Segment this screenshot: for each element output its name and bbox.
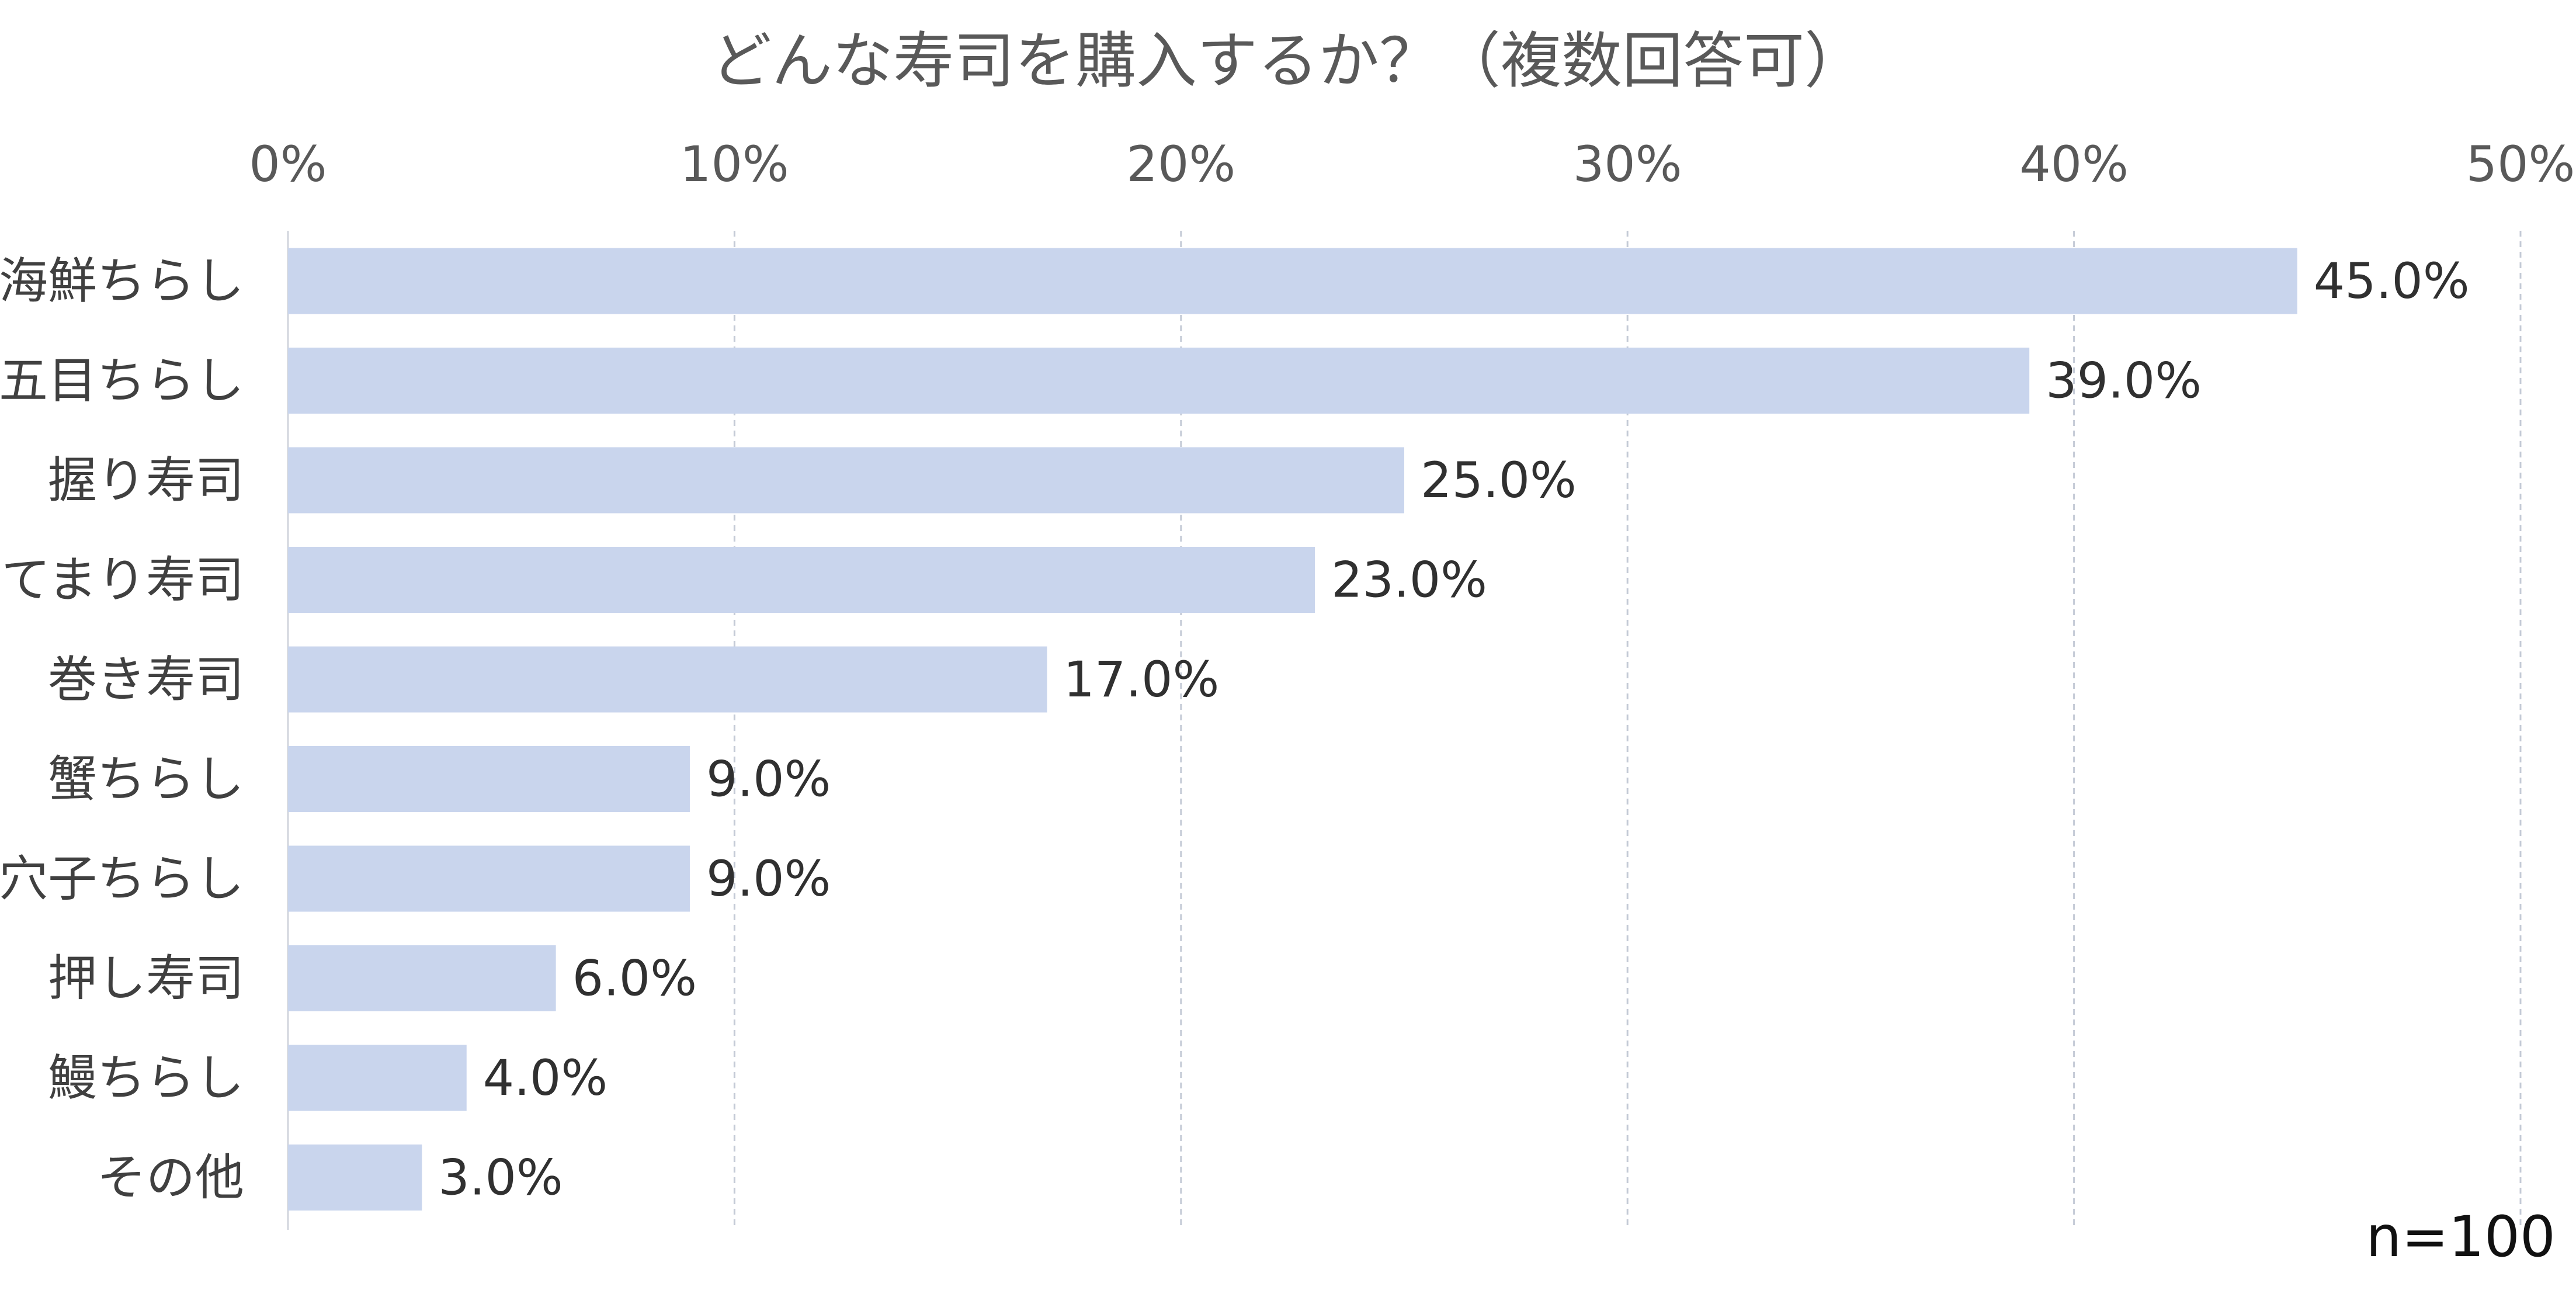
sample-size-note: n=100 [2366,1204,2556,1270]
data-label: 17.0% [1063,651,1219,708]
bar [288,646,1047,713]
data-label: 4.0% [483,1049,607,1107]
category-label: 巻き寿司 [48,651,244,708]
x-tick-label: 50% [2466,136,2575,193]
x-tick-label: 0% [249,136,327,193]
chart-title: どんな寿司を購入するか？（複数回答可） [711,25,1865,96]
data-label: 39.0% [2046,352,2202,410]
data-label: 45.0% [2314,252,2470,310]
category-label: てまり寿司 [1,552,244,609]
category-label: 押し寿司 [48,950,244,1007]
category-label: 蟹ちらし [48,751,244,808]
x-tick-label: 20% [1126,136,1235,193]
category-label: 握り寿司 [48,452,244,509]
category-labels: 海鮮ちらし五目ちらし握り寿司てまり寿司巻き寿司蟹ちらし穴子ちらし押し寿司鰻ちらし… [0,252,244,1206]
category-label: 海鮮ちらし [0,252,244,310]
data-label: 23.0% [1331,552,1487,609]
data-label: 25.0% [1421,452,1577,509]
value-labels: 45.0%39.0%25.0%23.0%17.0%9.0%9.0%6.0%4.0… [438,252,2469,1206]
x-tick-label: 40% [2019,136,2129,193]
bar [288,348,2030,414]
bar [288,945,556,1011]
bar [288,547,1315,613]
data-label: 3.0% [438,1149,563,1206]
bar-layer [288,248,2297,1211]
category-label: 穴子ちらし [0,850,244,907]
x-tick-label: 30% [1573,136,1682,193]
data-label: 6.0% [572,950,697,1007]
category-label: 鰻ちらし [48,1049,244,1107]
bar [288,1145,422,1211]
bar [288,447,1404,514]
bar [288,845,690,912]
category-label: 五目ちらし [0,352,244,410]
bar [288,746,690,812]
x-axis-ticks: 0% 10% 20% 30% 40% 50% [249,136,2575,193]
bar [288,248,2297,314]
category-label: その他 [97,1149,244,1206]
data-label: 9.0% [706,850,831,907]
bar [288,1045,467,1111]
x-tick-label: 10% [680,136,789,193]
data-label: 9.0% [706,751,831,808]
